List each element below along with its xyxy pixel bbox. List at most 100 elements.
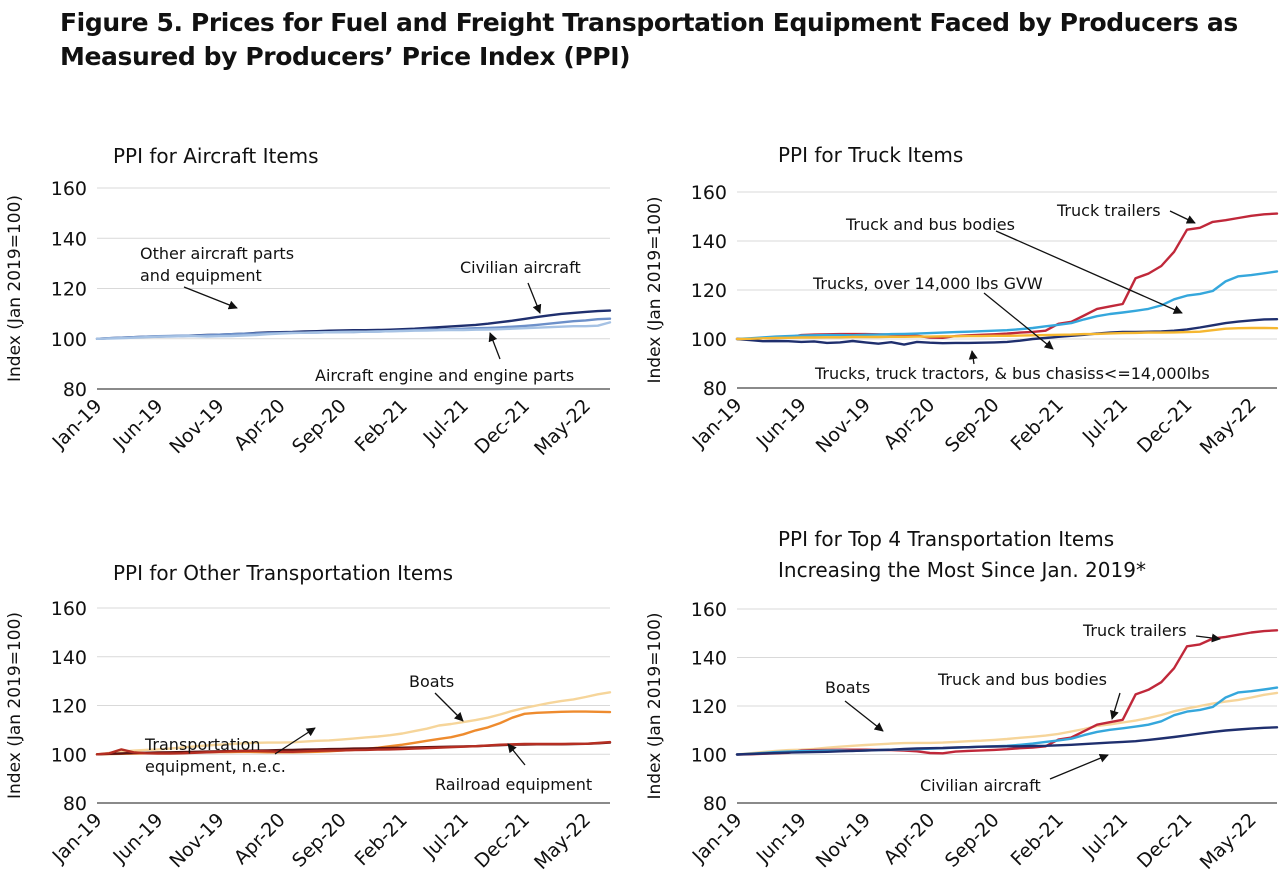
series-line-3 <box>735 317 1279 346</box>
x-tick-label: Apr-20 <box>880 809 940 869</box>
x-tick-label: Feb-21 <box>1007 809 1068 870</box>
x-tick-label: Feb-21 <box>351 809 412 870</box>
series-line-3 <box>95 321 612 341</box>
x-tick-label: Dec-21 <box>471 809 535 873</box>
annotation-label: Civilian aircraft <box>920 776 1041 795</box>
y-tick-label: 80 <box>703 793 727 815</box>
y-tick-label: 160 <box>691 182 727 204</box>
x-tick-label: Sep-20 <box>288 395 351 458</box>
annotation-label: Boats <box>409 672 454 691</box>
x-tick-label: May-22 <box>530 395 595 460</box>
y-tick-label: 160 <box>691 599 727 621</box>
annotation-arrow <box>983 292 1054 350</box>
x-tick-label: Jul-21 <box>1078 394 1132 448</box>
chart-title-line: PPI for Top 4 Transportation Items <box>778 527 1114 551</box>
annotation-arrow <box>1195 633 1221 643</box>
series-line-4 <box>735 326 1279 341</box>
series-line-2 <box>735 270 1279 341</box>
x-tick-label: Sep-20 <box>288 809 351 872</box>
figure-title-line-1: Figure 5. Prices for Fuel and Freight Tr… <box>60 8 1238 37</box>
annotation-arrow <box>1169 210 1196 224</box>
y-tick-label: 100 <box>691 745 727 767</box>
y-tick-label: 140 <box>691 648 727 670</box>
annotation-arrow <box>527 282 542 314</box>
annotation-label: Civilian aircraft <box>460 258 581 277</box>
series-line-1 <box>95 691 612 756</box>
x-tick-label: May-22 <box>530 809 595 874</box>
x-tick-label: Jul-21 <box>1078 809 1132 863</box>
annotation-label: Truck trailers <box>1082 621 1187 640</box>
x-tick-label: Dec-21 <box>1133 394 1197 458</box>
chart-title-line: PPI for Truck Items <box>778 143 963 167</box>
x-tick-label: Jun-19 <box>752 394 811 453</box>
series-line-2 <box>735 629 1279 756</box>
chart-title-line: PPI for Aircraft Items <box>113 144 319 168</box>
annotation-arrow <box>183 286 238 310</box>
x-tick-label: Apr-20 <box>230 809 290 869</box>
y-tick-label: 140 <box>691 231 727 253</box>
x-tick-label: Dec-21 <box>471 395 535 459</box>
annotation-label: Transportation <box>144 735 261 754</box>
y-tick-label: 160 <box>51 598 87 620</box>
y-tick-label: 100 <box>691 329 727 351</box>
y-tick-label: 160 <box>51 178 87 200</box>
chart-other-transportation: PPI for Other Transportation Items 80 100 1… <box>5 561 612 874</box>
x-tick-label: May-22 <box>1196 809 1261 874</box>
series-line-3 <box>735 686 1279 756</box>
x-tick-label: Jun-19 <box>108 809 167 868</box>
annotation-label: Truck and bus bodies <box>845 215 1015 234</box>
figure-title-line-2: Measured by Producers’ Price Index (PPI) <box>60 42 631 71</box>
y-tick-label: 120 <box>691 696 727 718</box>
annotation-arrow <box>274 727 316 755</box>
x-tick-label: Nov-19 <box>165 395 228 458</box>
y-tick-label: 100 <box>51 329 87 351</box>
x-tick-label: Apr-20 <box>880 394 940 454</box>
x-tick-label: Jun-19 <box>752 809 811 868</box>
series-line-4 <box>735 726 1279 756</box>
x-tick-label: May-22 <box>1196 394 1261 459</box>
chart-title-line: Increasing the Most Since Jan. 2019* <box>778 558 1146 582</box>
x-tick-label: Jul-21 <box>419 395 473 449</box>
y-tick-label: 80 <box>63 379 87 401</box>
x-tick-label: Jun-19 <box>108 395 167 454</box>
x-tick-label: Jan-19 <box>688 394 747 453</box>
x-tick-label: Sep-20 <box>941 394 1004 457</box>
y-tick-label: 120 <box>691 280 727 302</box>
annotation-arrow <box>968 350 978 365</box>
y-tick-label: 100 <box>51 744 87 766</box>
y-tick-label: 80 <box>703 378 727 400</box>
x-tick-label: Jan-19 <box>48 395 107 454</box>
series-line-1 <box>735 691 1279 756</box>
x-tick-label: Feb-21 <box>1007 394 1068 455</box>
x-tick-label: Sep-20 <box>941 809 1004 872</box>
annotation-label: Railroad equipment <box>435 775 592 794</box>
y-tick-label: 140 <box>51 228 87 250</box>
y-tick-label: 140 <box>51 647 87 669</box>
x-tick-label: Feb-21 <box>351 395 412 456</box>
annotation-label: and equipment <box>140 266 262 285</box>
annotation-label: Other aircraft parts <box>140 244 294 263</box>
y-axis-label: Index (Jan 2019=100) <box>645 612 665 799</box>
chart-aircraft: PPI for Aircraft Items 80 100 120 140 160 Inde… <box>5 144 612 460</box>
chart-top4: PPI for Top 4 Transportation Items Increa… <box>645 527 1279 874</box>
annotation-arrow <box>1110 692 1121 720</box>
x-tick-label: Dec-21 <box>1133 809 1197 873</box>
chart-trucks: PPI for Truck Items 80 100 120 140 160 Index (… <box>645 143 1279 459</box>
y-axis-label: Index (Jan 2019=100) <box>645 196 665 383</box>
y-axis-label: Index (Jan 2019=100) <box>5 195 25 382</box>
x-tick-label: Nov-19 <box>812 809 875 872</box>
annotation-arrow <box>488 332 501 360</box>
annotation-label: Truck and bus bodies <box>937 670 1107 689</box>
y-tick-label: 80 <box>63 793 87 815</box>
y-tick-label: 120 <box>51 279 87 301</box>
annotation-arrow <box>995 230 1183 314</box>
x-tick-label: Nov-19 <box>812 394 875 457</box>
x-tick-label: Apr-20 <box>230 395 290 455</box>
annotation-arrow <box>507 743 526 766</box>
annotation-label: Trucks, truck tractors, & bus chasiss<=1… <box>814 364 1210 383</box>
x-tick-label: Jul-21 <box>419 809 473 863</box>
annotation-arrow <box>1049 753 1109 780</box>
y-axis-label: Index (Jan 2019=100) <box>5 612 25 799</box>
x-tick-label: Jan-19 <box>48 809 107 868</box>
figure-title: Figure 5. Prices for Fuel and Freight Tr… <box>60 6 1260 74</box>
